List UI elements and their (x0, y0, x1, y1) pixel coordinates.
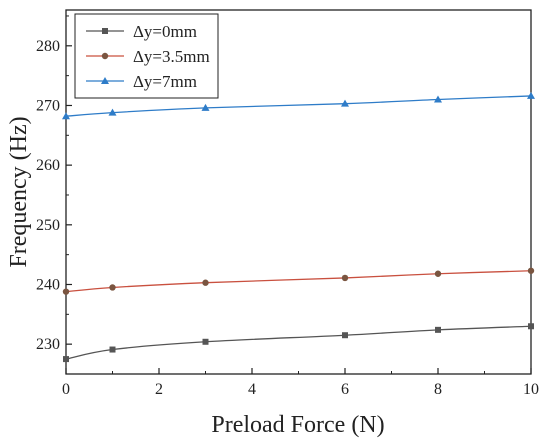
x-tick-label: 2 (155, 381, 163, 398)
legend-marker (102, 28, 108, 34)
data-point (528, 323, 534, 330)
data-point (202, 279, 209, 286)
data-point (62, 112, 70, 120)
series-line (65, 270, 532, 293)
legend-marker (101, 52, 109, 60)
series-3 (62, 91, 535, 120)
data-point (527, 267, 535, 274)
series-2 (62, 267, 535, 295)
x-axis-title: Preload Force (N) (211, 412, 384, 438)
data-point (109, 346, 116, 353)
data-point (62, 288, 70, 295)
data-point (341, 274, 349, 282)
data-point (527, 91, 535, 99)
x-tick-label: 8 (434, 381, 442, 398)
legend-label: Δy=0mm (133, 22, 197, 41)
x-tick-label: 4 (248, 381, 256, 398)
data-point (63, 356, 69, 363)
data-point (342, 332, 348, 339)
series-1 (63, 323, 534, 363)
data-point (434, 270, 442, 277)
x-tick-label: 10 (523, 381, 539, 398)
data-point (108, 108, 117, 116)
data-point (202, 338, 209, 345)
y-tick-label: 260 (36, 157, 60, 174)
y-tick-label: 250 (36, 217, 60, 234)
y-axis-title: Frequency (Hz) (6, 116, 32, 267)
data-point (109, 284, 116, 291)
data-point (341, 99, 349, 107)
axis-ticks: 0 2 4 6 8 10 230 240 250 260 270 280 (36, 15, 539, 398)
x-tick-label: 6 (341, 381, 349, 398)
legend: Δy=0mm Δy=3.5mm Δy=7mm (74, 13, 219, 99)
legend-label: Δy=3.5mm (133, 47, 210, 66)
series-line (65, 95, 532, 117)
series-line (65, 325, 532, 360)
data-point (434, 95, 442, 103)
legend-label: Δy=7mm (133, 72, 197, 91)
y-tick-label: 240 (36, 276, 60, 293)
data-point (201, 103, 210, 111)
legend-marker (101, 77, 109, 84)
data-point (435, 326, 441, 333)
y-tick-label: 270 (36, 97, 60, 114)
y-tick-label: 280 (36, 38, 60, 55)
series-layer (62, 91, 535, 363)
y-tick-label: 230 (36, 336, 60, 353)
x-tick-label: 0 (62, 381, 70, 398)
